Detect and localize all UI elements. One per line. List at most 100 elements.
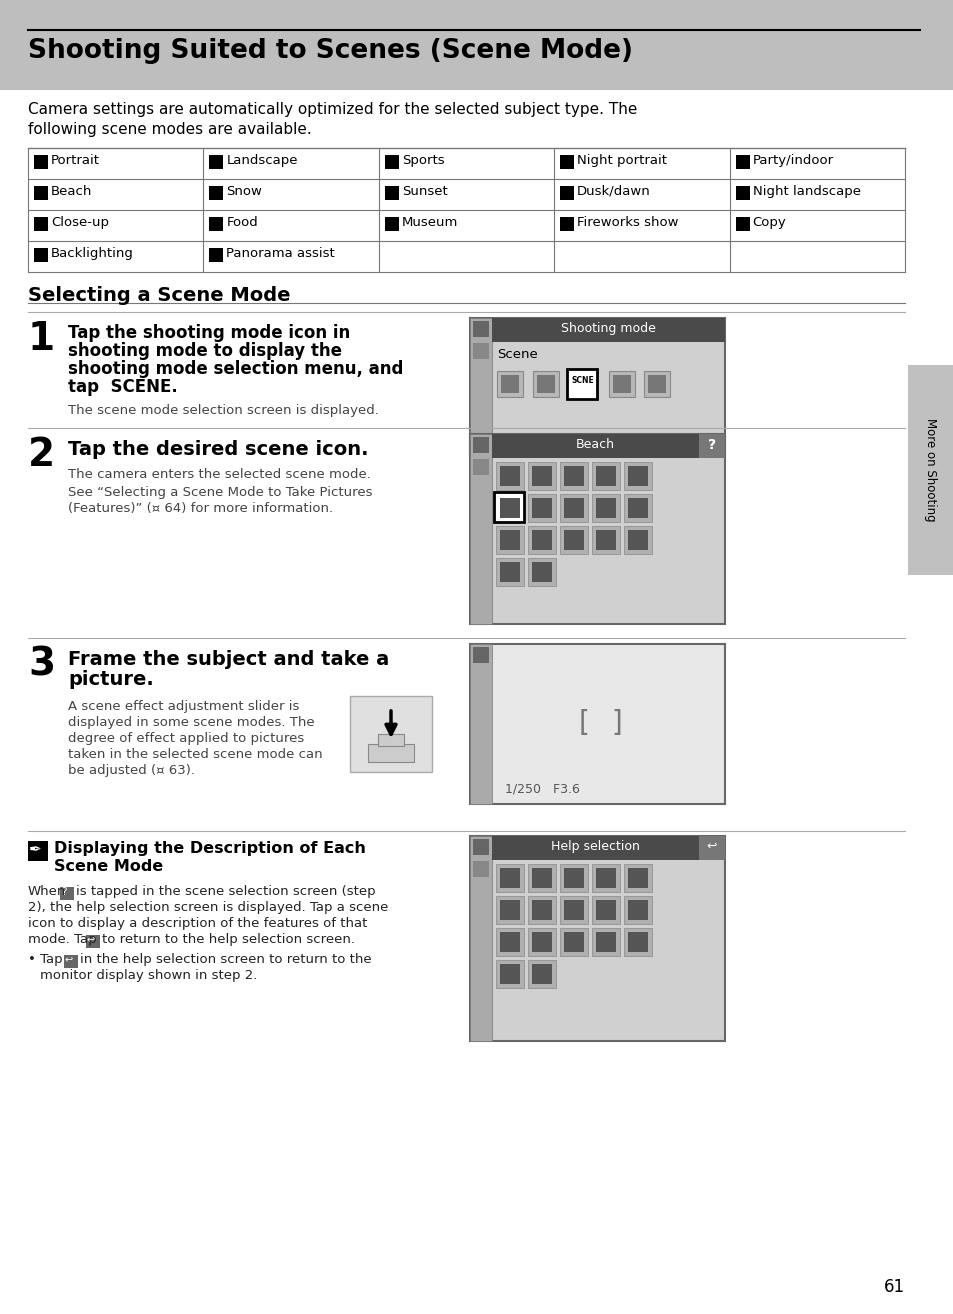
Bar xyxy=(527,928,556,957)
Text: Shooting Suited to Scenes (Scene Mode): Shooting Suited to Scenes (Scene Mode) xyxy=(28,38,633,64)
Text: Fireworks show: Fireworks show xyxy=(577,215,678,229)
Text: 61: 61 xyxy=(882,1279,904,1296)
Text: (Features)” (¤ 64) for more information.: (Features)” (¤ 64) for more information. xyxy=(68,502,333,515)
Bar xyxy=(592,896,619,924)
Text: to return to the help selection screen.: to return to the help selection screen. xyxy=(102,933,355,946)
Text: Museum: Museum xyxy=(401,215,457,229)
Bar xyxy=(532,869,552,888)
Text: Food: Food xyxy=(226,215,258,229)
Bar xyxy=(527,526,556,555)
Bar xyxy=(563,466,583,486)
Bar xyxy=(592,463,619,490)
Bar xyxy=(532,932,552,953)
Text: Shooting mode: Shooting mode xyxy=(560,322,656,335)
Bar xyxy=(559,155,574,170)
Bar xyxy=(499,562,519,582)
Bar xyxy=(699,434,724,459)
Bar xyxy=(496,463,523,490)
Bar xyxy=(608,371,635,397)
Bar xyxy=(627,530,647,551)
Text: Help selection: Help selection xyxy=(551,840,639,853)
Text: in the help selection screen to return to the: in the help selection screen to return t… xyxy=(80,953,372,966)
Text: 2), the help selection screen is displayed. Tap a scene: 2), the help selection screen is display… xyxy=(28,901,388,915)
Text: ✒: ✒ xyxy=(29,842,42,857)
Bar xyxy=(470,318,492,456)
Bar xyxy=(623,865,651,892)
Text: ↩: ↩ xyxy=(87,936,95,945)
Text: Displaying the Description of Each: Displaying the Description of Each xyxy=(54,841,366,855)
Bar xyxy=(350,696,432,773)
Text: [: [ xyxy=(578,710,598,737)
Text: See “Selecting a Scene Mode to Take Pictures: See “Selecting a Scene Mode to Take Pict… xyxy=(68,486,372,499)
Bar xyxy=(627,466,647,486)
Bar xyxy=(473,646,489,664)
Bar xyxy=(907,365,953,576)
Bar xyxy=(497,371,522,397)
Text: Scene: Scene xyxy=(497,348,537,361)
Bar xyxy=(559,187,574,200)
Bar xyxy=(647,374,665,393)
Text: degree of effect applied to pictures: degree of effect applied to pictures xyxy=(68,732,304,745)
Text: Selecting a Scene Mode: Selecting a Scene Mode xyxy=(28,286,291,305)
Bar xyxy=(559,928,587,957)
Text: Party/indoor: Party/indoor xyxy=(752,154,833,167)
Bar xyxy=(470,644,492,804)
Text: be adjusted (¤ 63).: be adjusted (¤ 63). xyxy=(68,763,194,777)
Bar xyxy=(496,896,523,924)
Text: Backlighting: Backlighting xyxy=(51,247,133,260)
Bar xyxy=(496,558,523,586)
Text: Portrait: Portrait xyxy=(51,154,100,167)
Text: Copy: Copy xyxy=(752,215,785,229)
Bar xyxy=(384,155,398,170)
Bar xyxy=(527,865,556,892)
Bar xyxy=(473,321,489,336)
Bar xyxy=(470,836,492,1041)
Bar xyxy=(527,463,556,490)
Bar xyxy=(596,466,616,486)
Text: following scene modes are available.: following scene modes are available. xyxy=(28,122,312,137)
Bar xyxy=(473,861,489,876)
Text: picture.: picture. xyxy=(68,670,153,689)
Bar xyxy=(532,562,552,582)
Bar xyxy=(592,928,619,957)
Text: Dusk/dawn: Dusk/dawn xyxy=(577,185,650,198)
Bar xyxy=(527,961,556,988)
Text: 2: 2 xyxy=(28,436,55,474)
Bar xyxy=(559,217,574,231)
Bar xyxy=(527,494,556,522)
Bar xyxy=(623,526,651,555)
Bar xyxy=(592,526,619,555)
Bar xyxy=(496,865,523,892)
Bar xyxy=(499,964,519,984)
Bar xyxy=(209,187,223,200)
Text: ]: ] xyxy=(602,710,622,737)
Bar xyxy=(499,869,519,888)
Bar xyxy=(613,374,630,393)
Bar xyxy=(735,187,749,200)
Bar xyxy=(209,155,223,170)
Bar xyxy=(532,964,552,984)
Bar xyxy=(627,869,647,888)
Bar xyxy=(470,836,724,1041)
Bar xyxy=(559,896,587,924)
Bar xyxy=(470,434,492,624)
Text: Sports: Sports xyxy=(401,154,444,167)
Text: ?: ? xyxy=(61,887,67,897)
Bar xyxy=(627,900,647,920)
Text: Snow: Snow xyxy=(226,185,262,198)
Bar xyxy=(563,869,583,888)
Bar xyxy=(34,248,48,261)
Text: monitor display shown in step 2.: monitor display shown in step 2. xyxy=(40,968,257,982)
Text: mode. Tap: mode. Tap xyxy=(28,933,96,946)
Text: Close-up: Close-up xyxy=(51,215,109,229)
Bar xyxy=(209,217,223,231)
Bar xyxy=(368,744,414,762)
Bar xyxy=(735,155,749,170)
Text: displayed in some scene modes. The: displayed in some scene modes. The xyxy=(68,716,314,729)
Bar xyxy=(28,841,48,861)
Bar xyxy=(537,374,555,393)
Bar xyxy=(473,840,489,855)
Bar xyxy=(627,932,647,953)
Text: More on Shooting: More on Shooting xyxy=(923,418,937,522)
Bar xyxy=(559,526,587,555)
